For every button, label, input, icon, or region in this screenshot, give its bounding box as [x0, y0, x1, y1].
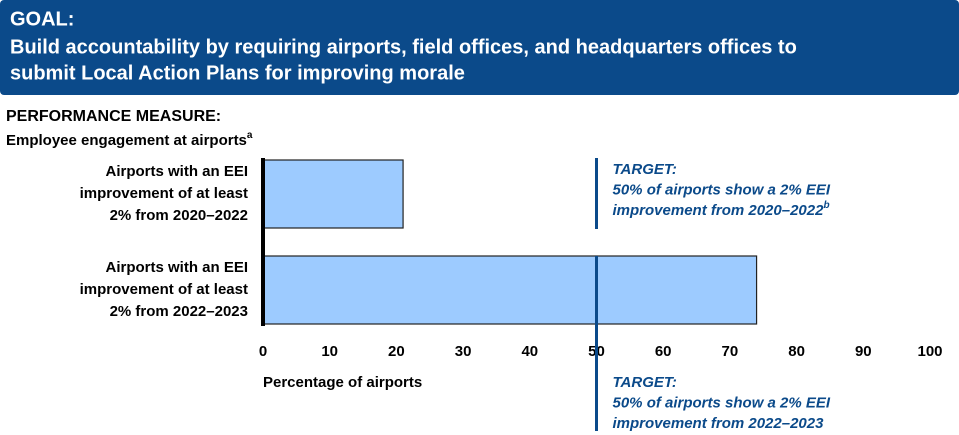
- x-tick-label: 0: [259, 343, 267, 360]
- x-tick-label: 10: [321, 343, 338, 360]
- chart-title: PERFORMANCE MEASURE:: [6, 108, 221, 125]
- target-text-line: 50% of airports show a 2% EEI: [613, 181, 831, 198]
- x-tick-label: 40: [521, 343, 538, 360]
- x-tick-label: 90: [855, 343, 872, 360]
- chart-subtitle: Employee engagement at airportsa: [6, 130, 253, 149]
- category-label: Airports with an EEI: [105, 163, 248, 180]
- target-text: 50% of airports show a 2% EEI: [613, 181, 831, 198]
- target-text-line: improvement from 2022–2023: [613, 415, 825, 432]
- target-text-line: improvement from 2020–2022: [613, 202, 825, 219]
- target-text: improvement from 2022–2023: [613, 415, 825, 432]
- x-tick-label: 20: [388, 343, 405, 360]
- subtitle-note: a: [247, 130, 253, 141]
- x-tick-label: 100: [917, 343, 942, 360]
- header-band: [0, 0, 959, 95]
- target-label: TARGET:: [613, 161, 677, 178]
- x-tick-label: 80: [788, 343, 805, 360]
- goal-label: GOAL:: [10, 8, 74, 30]
- x-tick-label: 60: [655, 343, 672, 360]
- x-tick-label: 70: [722, 343, 739, 360]
- category-label: improvement of at least: [80, 185, 248, 202]
- x-tick-label: 30: [455, 343, 472, 360]
- target-note: b: [823, 200, 829, 211]
- target-text: 50% of airports show a 2% EEI: [613, 394, 831, 411]
- goal-text: submit Local Action Plans for improving …: [10, 62, 465, 84]
- category-label: 2% from 2022–2023: [110, 303, 248, 320]
- target-text-line: 50% of airports show a 2% EEI: [613, 394, 831, 411]
- subtitle: Employee engagement at airports: [6, 132, 247, 149]
- bar: [262, 255, 758, 325]
- category-label: Airports with an EEI: [105, 259, 248, 276]
- goal-text: Build accountability by requiring airpor…: [10, 36, 797, 58]
- target-label: TARGET:: [613, 374, 677, 391]
- category-label: improvement of at least: [80, 281, 248, 298]
- x-axis-label: Percentage of airports: [263, 374, 422, 391]
- category-label: 2% from 2020–2022: [110, 207, 248, 224]
- bar: [262, 159, 404, 229]
- target-text: improvement from 2020–2022b: [613, 200, 830, 219]
